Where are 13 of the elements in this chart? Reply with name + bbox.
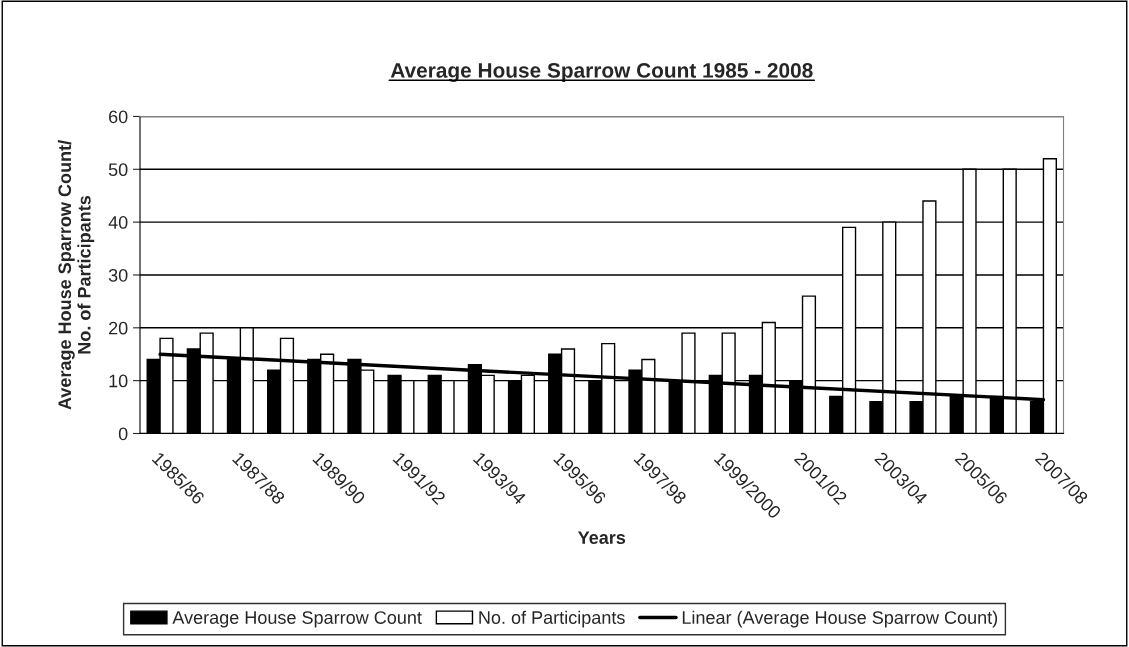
y-tick-label: 60 xyxy=(109,110,128,124)
legend-label: No. of Participants xyxy=(479,610,625,628)
legend-label: Average House Sparrow Count xyxy=(172,611,422,628)
y-tick-label: 20 xyxy=(109,321,128,335)
y-tick-label: 0 xyxy=(118,427,128,441)
y-tick-label: 10 xyxy=(109,374,128,388)
y-tick-label: 40 xyxy=(108,216,128,229)
chart-title: Average House Sparrow Count 1985 - 2008 xyxy=(390,63,813,82)
y-axis-title: Average House Sparrow Count/ No. of Participants xyxy=(57,140,95,410)
y-tick-label: 50 xyxy=(108,163,128,177)
x-axis-title: Years xyxy=(577,531,626,544)
y-tick-label: 30 xyxy=(108,268,128,282)
legend-label: Linear (Average House Sparrow Count) xyxy=(682,610,998,628)
